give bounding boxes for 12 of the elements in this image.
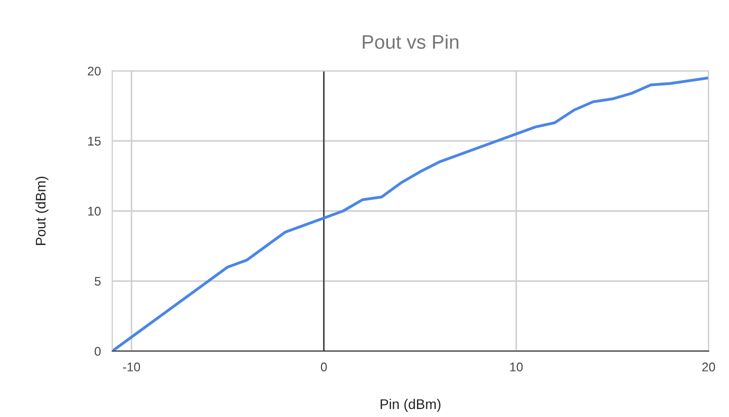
x-tick-label: 10 — [510, 362, 523, 372]
chart-title: Pout vs Pin — [362, 34, 458, 49]
x-tick-label: -10 — [123, 362, 140, 372]
y-tick-label: 0 — [94, 346, 101, 356]
y-axis-title: Pout (dBm) — [35, 176, 48, 245]
x-tick-label: 20 — [702, 362, 716, 372]
x-tick-label: 0 — [320, 362, 327, 372]
y-tick-label: 5 — [94, 276, 101, 286]
x-axis-title: Pin (dBm) — [380, 398, 440, 412]
y-tick-label: 20 — [88, 66, 101, 76]
y-tick-label: 15 — [88, 136, 101, 146]
y-tick-label: 10 — [88, 206, 101, 216]
